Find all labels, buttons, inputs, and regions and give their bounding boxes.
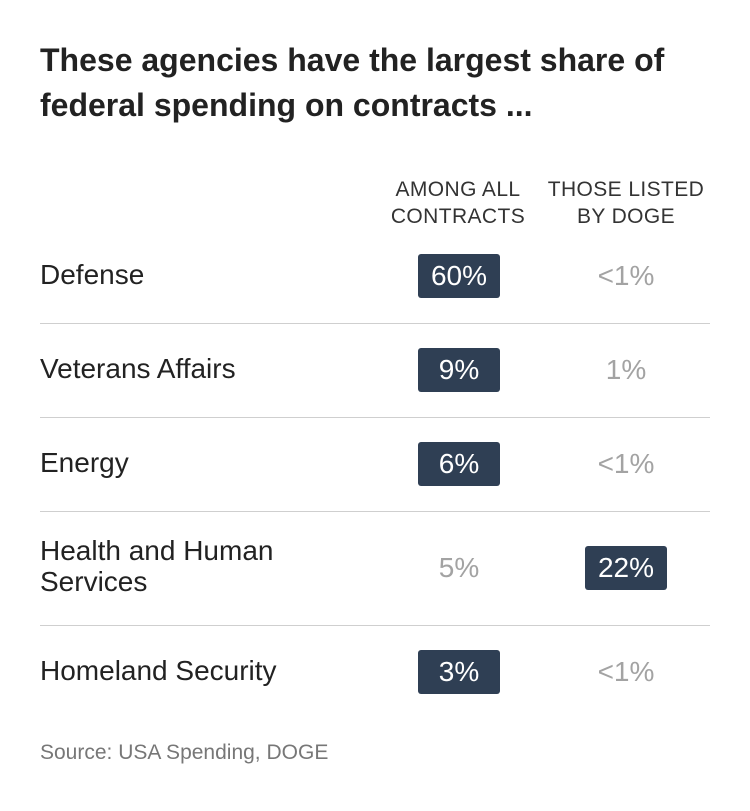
row-divider <box>40 625 710 626</box>
cell-all-contracts: 5% <box>438 552 480 583</box>
column-header-line: THOSE LISTED <box>547 178 705 201</box>
table-row: Defense 60% <1% <box>40 230 710 324</box>
agency-label: Health and Human Services <box>40 535 274 597</box>
column-header-all-contracts: AMONG ALL CONTRACTS <box>378 176 538 230</box>
cell-doge: 22% <box>585 546 667 590</box>
row-divider <box>40 511 710 512</box>
cell-all-contracts: 60% <box>418 254 500 298</box>
cell-doge: 1% <box>605 354 647 385</box>
agency-label: Defense <box>40 259 145 290</box>
cell-all-contracts: 6% <box>418 442 500 486</box>
agency-label: Energy <box>40 447 129 478</box>
table-row: Veterans Affairs 9% 1% <box>40 324 710 418</box>
cell-all-contracts: 9% <box>418 348 500 392</box>
cell-doge: <1% <box>597 260 655 291</box>
table-row: Energy 6% <1% <box>40 418 710 512</box>
column-header-line: CONTRACTS <box>390 205 526 228</box>
cell-doge: <1% <box>597 656 655 687</box>
row-divider <box>40 417 710 418</box>
chart-title: These agencies have the largest share of… <box>40 42 665 123</box>
source-note: Source: USA Spending, DOGE <box>40 741 329 764</box>
agency-label: Veterans Affairs <box>40 353 236 384</box>
cell-all-contracts: 3% <box>418 650 500 694</box>
table-row: Homeland Security 3% <1% <box>40 626 710 720</box>
column-header-line: AMONG ALL <box>395 178 521 201</box>
row-divider <box>40 323 710 324</box>
agency-label: Homeland Security <box>40 655 277 686</box>
cell-doge: <1% <box>597 448 655 479</box>
table-row: Health and Human Services 5% 22% <box>40 512 710 626</box>
column-header-doge: THOSE LISTED BY DOGE <box>538 176 714 230</box>
column-header-line: BY DOGE <box>576 205 676 228</box>
